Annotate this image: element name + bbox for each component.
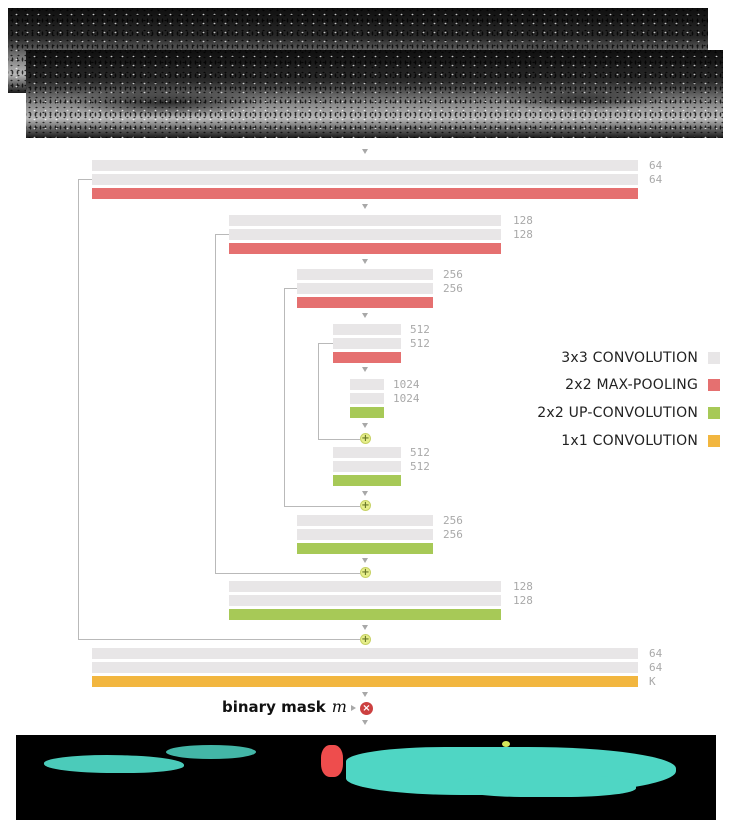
- enc4-channels-1: 512: [410, 323, 430, 336]
- dec3-conv-1: [297, 515, 433, 526]
- plus-icon: +: [360, 633, 371, 645]
- legend-swatch-upconv: [708, 407, 720, 419]
- legend-item-maxpool: 2x2 MAX-POOLING: [520, 376, 720, 394]
- skip-connection-4-top: [318, 343, 333, 344]
- arrow-down-icon: [362, 259, 368, 264]
- dec2-upconv: [229, 609, 501, 620]
- dec2-channels-1: 128: [513, 580, 533, 593]
- enc3-conv-2: [297, 283, 433, 294]
- enc2-channels-1: 128: [513, 214, 533, 227]
- dec1-channels-2: 64: [649, 661, 663, 674]
- dec4-conv-2: [333, 461, 401, 472]
- plus-icon: +: [360, 566, 371, 578]
- bottleneck-upconv: [350, 407, 384, 418]
- skip-connection-3-bottom: [284, 506, 360, 507]
- dec1-conv-1: [92, 648, 638, 659]
- skip-connection-3-top: [284, 288, 297, 289]
- enc2-maxpool: [229, 243, 501, 254]
- enc1-conv-2: [92, 174, 638, 185]
- multiply-icon: ×: [360, 702, 373, 715]
- mask-region-car-right-2: [456, 775, 636, 797]
- skip-connection-2: [215, 234, 216, 573]
- skip-connection-2-top: [215, 234, 229, 235]
- dec4-conv-1: [333, 447, 401, 458]
- plus-icon: +: [360, 499, 371, 511]
- enc3-maxpool: [297, 297, 433, 308]
- dec1-channels-1: 64: [649, 647, 663, 660]
- arrow-down-icon: [362, 720, 368, 725]
- mask-region-car-left: [44, 755, 184, 773]
- output-mask-image: [16, 735, 716, 820]
- legend-item-conv: 3x3 CONVOLUTION: [520, 349, 720, 367]
- legend-item-upconv: 2x2 UP-CONVOLUTION: [520, 404, 720, 422]
- binary-mask-variable: m: [331, 697, 347, 716]
- legend-swatch-conv: [708, 352, 720, 364]
- arrow-down-icon: [362, 692, 368, 697]
- legend-label: 2x2 MAX-POOLING: [565, 377, 698, 393]
- enc4-maxpool: [333, 352, 401, 363]
- arrow-down-icon: [362, 149, 368, 154]
- bottleneck-channels-2: 1024: [393, 392, 420, 405]
- enc1-conv-1: [92, 160, 638, 171]
- skip-connection-4-bottom: [318, 439, 360, 440]
- dec4-channels-2: 512: [410, 460, 430, 473]
- dec4-channels-1: 512: [410, 446, 430, 459]
- enc3-conv-1: [297, 269, 433, 280]
- enc1-channels-2: 64: [649, 173, 663, 186]
- dec4-upconv: [333, 475, 401, 486]
- arrow-right-icon: [351, 705, 356, 711]
- legend-swatch-maxpool: [708, 379, 720, 391]
- dec1-conv1x1: [92, 676, 638, 687]
- dec3-channels-1: 256: [443, 514, 463, 527]
- enc3-channels-1: 256: [443, 268, 463, 281]
- enc4-conv-1: [333, 324, 401, 335]
- binary-mask-label: binary mask: [222, 698, 326, 716]
- mask-region-car-left-2: [166, 745, 256, 759]
- input-depth-image-front: [26, 50, 723, 138]
- enc1-maxpool: [92, 188, 638, 199]
- bottleneck-channels-1: 1024: [393, 378, 420, 391]
- dec3-conv-2: [297, 529, 433, 540]
- enc1-channels-1: 64: [649, 159, 663, 172]
- enc3-channels-2: 256: [443, 282, 463, 295]
- legend-item-conv1x1: 1x1 CONVOLUTION: [520, 432, 720, 450]
- legend-swatch-conv1x1: [708, 435, 720, 447]
- dec2-conv-1: [229, 581, 501, 592]
- arrow-down-icon: [362, 313, 368, 318]
- legend-label: 2x2 UP-CONVOLUTION: [537, 405, 698, 421]
- arrow-down-icon: [362, 367, 368, 372]
- dec2-conv-2: [229, 595, 501, 606]
- legend-label: 3x3 CONVOLUTION: [561, 350, 698, 366]
- arrow-down-icon: [362, 423, 368, 428]
- dec1-channels-k: K: [649, 675, 656, 688]
- mask-region-small: [502, 741, 510, 747]
- bottleneck-conv-2: [350, 393, 384, 404]
- dec1-conv-2: [92, 662, 638, 673]
- enc4-conv-2: [333, 338, 401, 349]
- enc2-channels-2: 128: [513, 228, 533, 241]
- skip-connection-1: [78, 179, 79, 639]
- dec3-channels-2: 256: [443, 528, 463, 541]
- arrow-down-icon: [362, 491, 368, 496]
- legend-label: 1x1 CONVOLUTION: [561, 433, 698, 449]
- plus-icon: +: [360, 432, 371, 444]
- enc2-conv-1: [229, 215, 501, 226]
- skip-connection-3: [284, 288, 285, 506]
- binary-mask-caption: binary mask m: [222, 697, 347, 719]
- arrow-down-icon: [362, 204, 368, 209]
- enc4-channels-2: 512: [410, 337, 430, 350]
- dec3-upconv: [297, 543, 433, 554]
- arrow-down-icon: [362, 625, 368, 630]
- mask-region-pedestrian: [321, 745, 343, 777]
- skip-connection-2-bottom: [215, 573, 360, 574]
- skip-connection-1-bottom: [78, 639, 360, 640]
- skip-connection-4: [318, 343, 319, 439]
- skip-connection-1-top: [78, 179, 92, 180]
- dec2-channels-2: 128: [513, 594, 533, 607]
- bottleneck-conv-1: [350, 379, 384, 390]
- enc2-conv-2: [229, 229, 501, 240]
- arrow-down-icon: [362, 558, 368, 563]
